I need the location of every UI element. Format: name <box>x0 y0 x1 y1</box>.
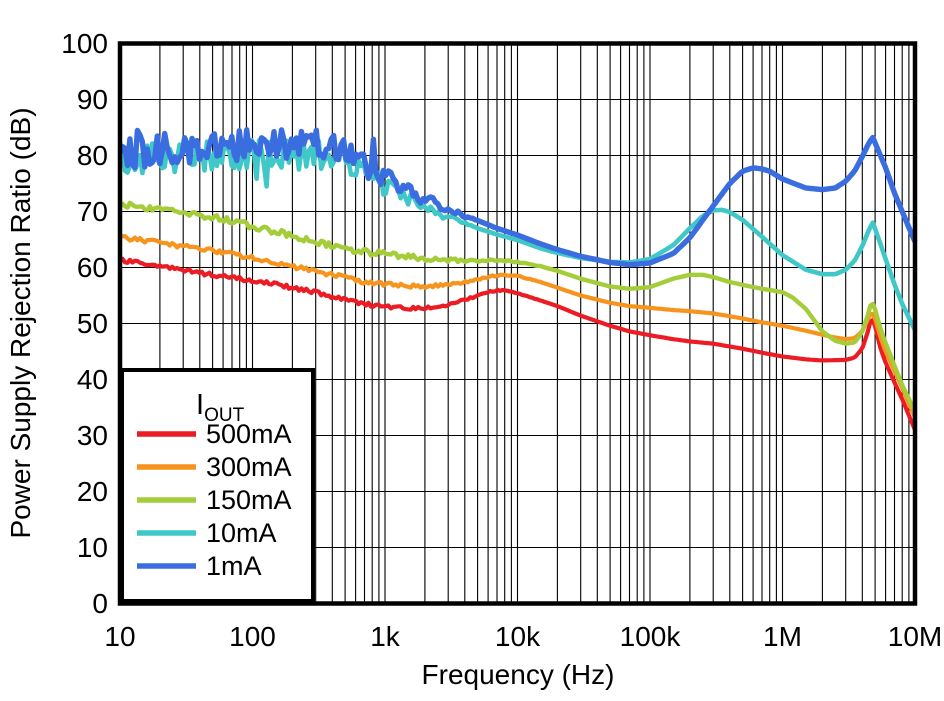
legend-label-10mA: 10mA <box>206 518 277 548</box>
legend-label-300mA: 300mA <box>206 452 292 482</box>
y-tick-label: 100 <box>61 28 108 59</box>
axis-tick-labels: 10 100 1k 10k 100k 1M 10M010203040506070809010… <box>61 28 942 652</box>
plot-border <box>117 41 918 606</box>
legend-item-10mA: 10mA <box>137 518 277 548</box>
y-axis-title: Power Supply Rejection Ratio (dB) <box>5 107 36 538</box>
x-tick-label: 100k <box>620 621 682 652</box>
legend-box <box>120 368 315 603</box>
x-axis-title: Frequency (Hz) <box>422 659 615 690</box>
legend-label-1mA: 1mA <box>206 551 262 581</box>
legend-item-150mA: 150mA <box>137 485 292 515</box>
curve-1mA <box>117 127 918 268</box>
y-tick-label: 70 <box>77 196 108 227</box>
legend: IOUT 500mA 300mA 150mA 10mA 1mA <box>120 368 315 603</box>
y-tick-label: 50 <box>77 308 108 339</box>
x-tick-label: 10k <box>495 621 541 652</box>
legend-item-1mA: 1mA <box>137 551 262 581</box>
x-tick-label: 100 <box>229 621 276 652</box>
legend-title: IOUT <box>196 389 245 426</box>
x-tick-label: 1k <box>370 621 401 652</box>
y-tick-label: 20 <box>77 476 108 507</box>
x-tick-label: 1M <box>763 621 802 652</box>
curve-500mA <box>118 256 917 431</box>
legend-label-500mA: 500mA <box>206 419 292 449</box>
y-tick-label: 60 <box>77 252 108 283</box>
legend-item-500mA: 500mA <box>137 419 292 449</box>
y-tick-label: 30 <box>77 420 108 451</box>
curve-150mA <box>118 200 917 413</box>
curve-300mA <box>119 233 917 419</box>
x-tick-label: 10M <box>888 621 942 652</box>
legend-item-300mA: 300mA <box>137 452 292 482</box>
y-tick-label: 10 <box>77 532 108 563</box>
y-tick-label: 80 <box>77 140 108 171</box>
y-tick-label: 0 <box>92 588 108 619</box>
series-curves <box>117 127 918 431</box>
legend-label-150mA: 150mA <box>206 485 292 515</box>
x-tick-label: 10 <box>104 621 135 652</box>
y-tick-label: 90 <box>77 84 108 115</box>
y-tick-label: 40 <box>77 364 108 395</box>
